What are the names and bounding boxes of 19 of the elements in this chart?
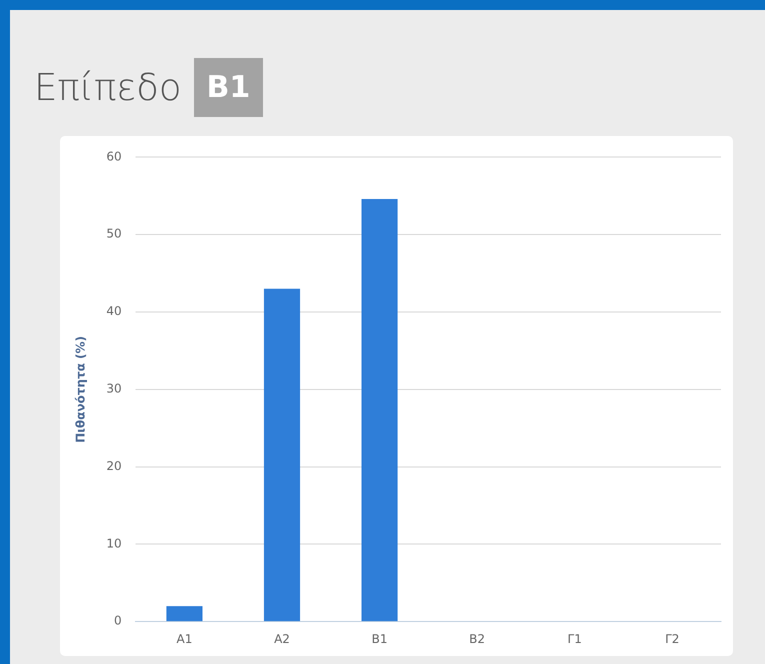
y-tick-label: 60 xyxy=(106,149,122,164)
y-tick-label: 40 xyxy=(106,304,122,318)
y-tick-label: 20 xyxy=(106,458,122,473)
x-tick-label: Α1 xyxy=(176,632,192,646)
x-tick-label: Γ2 xyxy=(665,632,680,646)
bar xyxy=(166,606,202,622)
y-tick-label: 30 xyxy=(106,382,122,396)
x-tick-label: Β2 xyxy=(469,632,486,646)
bar xyxy=(362,198,398,622)
x-tick-label: Β1 xyxy=(372,632,388,646)
y-axis-title: Πιθανότητα (%) xyxy=(73,336,88,443)
chart-title: Επίπεδο xyxy=(34,66,182,108)
y-tick-label: 10 xyxy=(106,536,122,550)
bar xyxy=(264,288,300,622)
x-tick-label: Γ1 xyxy=(568,632,582,646)
x-tick-label: Α2 xyxy=(274,632,290,646)
y-tick-label: 0 xyxy=(114,614,122,628)
y-tick-label: 50 xyxy=(106,226,122,241)
chart-subtitle: Β1 xyxy=(194,58,264,116)
